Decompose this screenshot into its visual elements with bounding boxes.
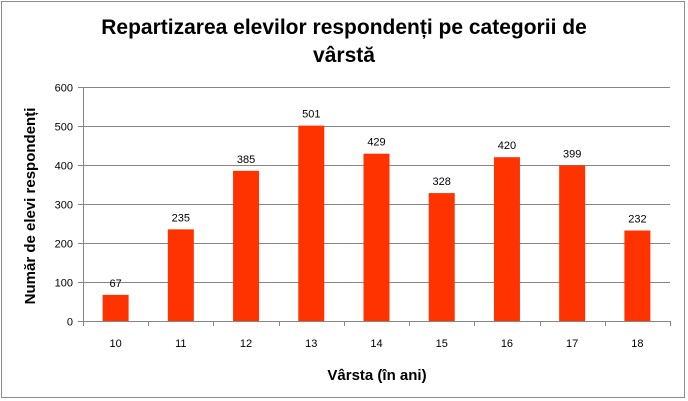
axes <box>78 87 671 326</box>
data-label-13: 501 <box>302 109 320 121</box>
y-tick-labels: 0 100 200 300 400 500 600 <box>55 83 73 329</box>
x-tick-label: 16 <box>501 338 513 350</box>
data-label-10: 67 <box>109 278 121 290</box>
y-tick-label: 200 <box>55 239 73 251</box>
x-tick-label: 17 <box>566 338 578 350</box>
y-tick-label: 600 <box>55 83 73 95</box>
bar-14 <box>363 153 390 321</box>
x-tick-label: 15 <box>436 338 448 350</box>
chart-title-line-1: Repartizarea elevilor respondenți pe cat… <box>101 16 587 39</box>
bar-18 <box>624 230 651 321</box>
y-tick-label: 300 <box>55 200 73 212</box>
data-label-11: 235 <box>172 212 190 224</box>
x-tick-label: 13 <box>305 338 317 350</box>
y-tick-label: 100 <box>55 278 73 290</box>
y-axis-title: Număr de elevi respondenți <box>22 108 39 305</box>
data-label-15: 328 <box>433 176 451 188</box>
data-label-17: 399 <box>563 148 581 160</box>
x-tick-label: 12 <box>240 338 252 350</box>
x-tick-label: 11 <box>175 338 186 350</box>
bar-13 <box>298 125 325 321</box>
data-label-14: 429 <box>367 137 385 149</box>
x-tick-label: 18 <box>631 338 643 350</box>
y-tick-label: 0 <box>67 317 73 329</box>
bars <box>102 125 651 321</box>
data-labels: 67 235 385 501 429 328 420 399 232 <box>109 109 646 290</box>
bar-11 <box>167 229 194 321</box>
bar-15 <box>428 193 455 321</box>
x-axis-title: Vârsta (în ani) <box>327 367 426 384</box>
y-tick-label: 400 <box>55 161 73 173</box>
x-tick-labels: 10 11 12 13 14 15 16 17 18 <box>109 338 643 350</box>
bar-10 <box>102 294 129 321</box>
data-label-12: 385 <box>237 154 255 166</box>
data-label-18: 232 <box>628 214 646 226</box>
y-tick-label: 500 <box>55 122 73 134</box>
x-tick-label: 10 <box>109 338 121 350</box>
bar-16 <box>493 157 520 321</box>
x-tick-label: 14 <box>370 338 382 350</box>
bar-12 <box>233 170 260 321</box>
data-label-16: 420 <box>498 140 516 152</box>
bar-17 <box>559 165 586 321</box>
chart-title-line-2: vârstă <box>313 44 375 67</box>
